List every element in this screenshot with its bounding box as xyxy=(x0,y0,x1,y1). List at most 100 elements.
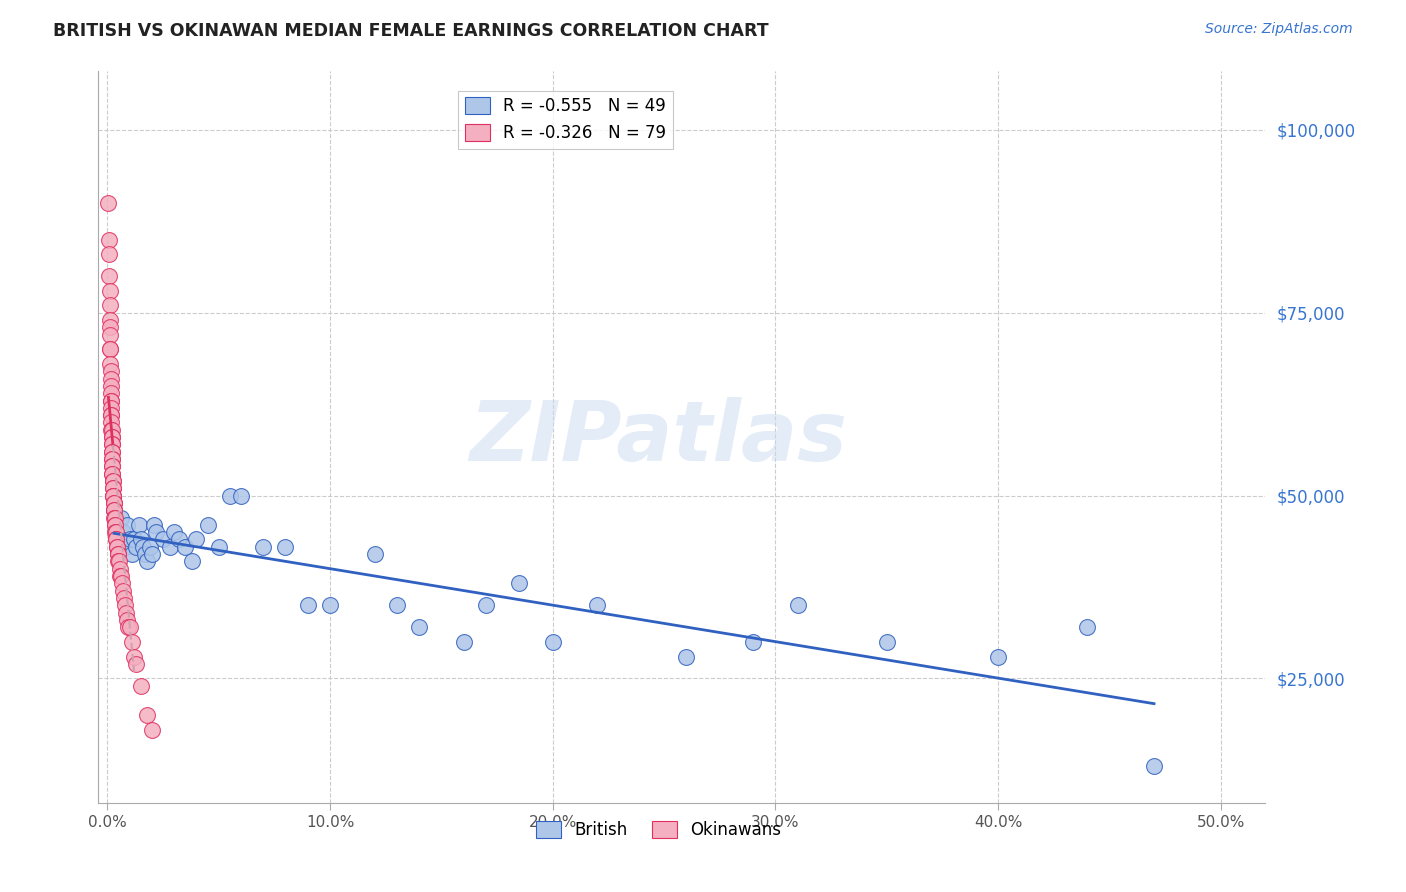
Point xyxy=(453,635,475,649)
Point xyxy=(117,517,139,532)
Point xyxy=(174,540,197,554)
Point xyxy=(101,459,124,474)
Point xyxy=(138,540,160,554)
Point xyxy=(97,233,120,247)
Point xyxy=(117,613,139,627)
Point xyxy=(186,533,208,547)
Point xyxy=(100,416,122,430)
Point xyxy=(103,503,125,517)
Point xyxy=(101,452,124,467)
Point xyxy=(108,554,131,568)
Point xyxy=(125,657,148,671)
Point xyxy=(129,679,152,693)
Point xyxy=(98,298,121,312)
Point xyxy=(97,196,120,211)
Point xyxy=(181,554,204,568)
Point xyxy=(134,547,156,561)
Point xyxy=(408,620,430,634)
Point xyxy=(100,408,122,422)
Point xyxy=(104,533,127,547)
Point xyxy=(117,620,139,634)
Point xyxy=(101,437,124,451)
Point xyxy=(103,489,125,503)
Point xyxy=(122,649,145,664)
Point xyxy=(159,540,181,554)
Point xyxy=(105,540,128,554)
Point xyxy=(98,327,121,342)
Point xyxy=(786,599,808,613)
Point xyxy=(100,379,122,393)
Point xyxy=(742,635,765,649)
Point xyxy=(107,547,129,561)
Point xyxy=(101,459,124,474)
Point xyxy=(98,313,121,327)
Point xyxy=(128,517,150,532)
Point xyxy=(111,525,134,540)
Point xyxy=(98,269,121,284)
Point xyxy=(105,533,128,547)
Point xyxy=(103,489,125,503)
Point xyxy=(163,525,186,540)
Point xyxy=(101,474,124,488)
Point xyxy=(118,620,141,634)
Point xyxy=(114,599,136,613)
Point xyxy=(101,467,124,481)
Text: BRITISH VS OKINAWAN MEDIAN FEMALE EARNINGS CORRELATION CHART: BRITISH VS OKINAWAN MEDIAN FEMALE EARNIN… xyxy=(53,22,769,40)
Point xyxy=(101,474,124,488)
Point xyxy=(100,423,122,437)
Point xyxy=(101,444,124,458)
Point xyxy=(145,525,167,540)
Point xyxy=(98,343,121,357)
Point xyxy=(111,583,134,598)
Point xyxy=(208,540,231,554)
Point xyxy=(121,635,143,649)
Point xyxy=(475,599,498,613)
Point xyxy=(103,503,125,517)
Point xyxy=(122,533,145,547)
Point xyxy=(100,357,122,371)
Point xyxy=(103,496,125,510)
Point xyxy=(108,562,131,576)
Point xyxy=(104,510,127,524)
Point xyxy=(218,489,240,503)
Point xyxy=(107,547,129,561)
Point xyxy=(110,569,132,583)
Text: ZIPatlas: ZIPatlas xyxy=(470,397,848,477)
Point xyxy=(105,540,128,554)
Point xyxy=(197,517,219,532)
Point xyxy=(125,540,148,554)
Point xyxy=(675,649,697,664)
Point xyxy=(107,554,129,568)
Point xyxy=(1076,620,1098,634)
Point xyxy=(104,517,127,532)
Point xyxy=(100,408,122,422)
Point xyxy=(103,510,125,524)
Point xyxy=(101,481,124,495)
Point xyxy=(101,430,124,444)
Point xyxy=(104,525,127,540)
Point xyxy=(100,364,122,378)
Legend: British, Okinawans: British, Okinawans xyxy=(529,814,789,846)
Point xyxy=(167,533,190,547)
Point xyxy=(586,599,609,613)
Point xyxy=(118,533,141,547)
Point xyxy=(100,393,122,408)
Point xyxy=(100,423,122,437)
Point xyxy=(100,386,122,401)
Point xyxy=(107,517,129,532)
Point xyxy=(141,723,163,737)
Point xyxy=(136,554,159,568)
Point xyxy=(111,576,134,591)
Point xyxy=(101,481,124,495)
Point xyxy=(112,591,135,605)
Point xyxy=(98,247,121,261)
Point xyxy=(114,540,136,554)
Point xyxy=(103,503,125,517)
Point xyxy=(104,517,127,532)
Point xyxy=(143,517,166,532)
Point xyxy=(100,371,122,385)
Point xyxy=(100,401,122,415)
Point xyxy=(1143,759,1166,773)
Point xyxy=(101,467,124,481)
Point xyxy=(104,525,127,540)
